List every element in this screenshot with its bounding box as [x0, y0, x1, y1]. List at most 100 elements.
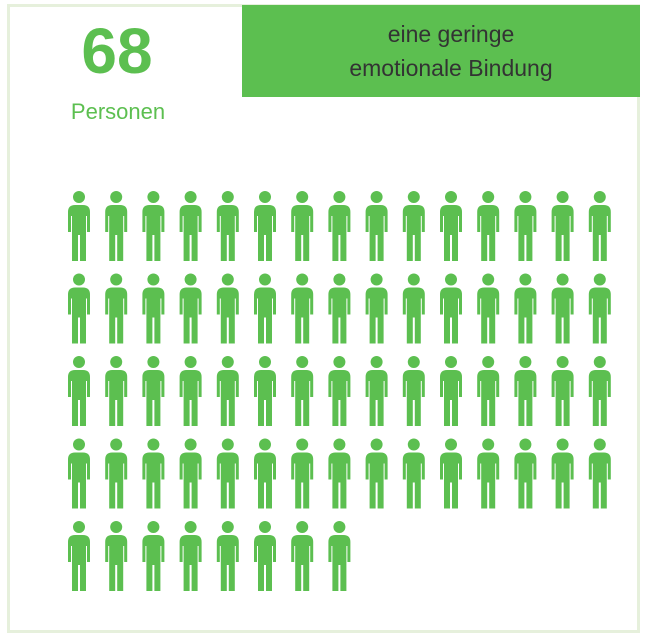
- person-icon: [179, 521, 202, 591]
- icon-body: [179, 452, 202, 509]
- icon-body: [254, 370, 276, 426]
- icon-body: [440, 287, 462, 344]
- icon-head: [110, 273, 123, 286]
- person-icon: [402, 356, 425, 426]
- icon-head: [110, 191, 123, 203]
- icon-body: [179, 287, 202, 344]
- icon-head: [556, 191, 569, 203]
- person-icon: [588, 438, 611, 509]
- person-icon: [514, 356, 537, 426]
- icon-body: [551, 287, 574, 344]
- icon-body: [291, 370, 314, 426]
- person-icon: [402, 438, 425, 509]
- icon-head: [407, 273, 420, 286]
- person-icon: [328, 273, 351, 344]
- icon-body: [440, 370, 462, 426]
- icon-head: [147, 438, 160, 451]
- icon-body: [105, 287, 128, 344]
- person-icon: [551, 273, 574, 344]
- icon-body: [142, 535, 165, 591]
- icon-head: [221, 521, 234, 533]
- icon-body: [179, 535, 202, 591]
- icon-head: [370, 191, 383, 203]
- person-icon: [68, 438, 90, 509]
- person-icon: [142, 356, 165, 426]
- person-icon: [254, 273, 276, 344]
- icon-head: [593, 273, 606, 286]
- person-icon: [105, 191, 128, 261]
- person-icon: [328, 521, 351, 591]
- icon-head: [221, 273, 234, 286]
- person-icon: [68, 273, 90, 344]
- person-icon: [365, 273, 388, 344]
- person-icon: [328, 191, 351, 261]
- person-icon: [551, 191, 574, 261]
- person-icon: [179, 273, 202, 344]
- icon-body: [142, 287, 165, 344]
- icon-head: [333, 356, 346, 368]
- person-icon: [254, 356, 276, 426]
- person-icon: [551, 356, 574, 426]
- icon-body: [254, 287, 276, 344]
- person-icon: [477, 191, 500, 261]
- person-icon: [105, 438, 128, 509]
- icon-body: [68, 287, 90, 344]
- icon-body: [328, 370, 351, 426]
- icon-head: [184, 191, 197, 203]
- person-icon: [142, 521, 165, 591]
- icon-body: [291, 287, 314, 344]
- icon-head: [296, 191, 309, 203]
- icon-body: [477, 370, 500, 426]
- icon-body: [514, 370, 537, 426]
- person-icon: [105, 273, 128, 344]
- icon-body: [142, 370, 165, 426]
- person-icon: [514, 438, 537, 509]
- person-icon: [440, 273, 462, 344]
- person-icon: [216, 191, 239, 261]
- icon-head: [593, 191, 606, 203]
- icon-body: [68, 370, 90, 426]
- icon-body: [477, 205, 500, 261]
- person-icon: [291, 356, 314, 426]
- icon-body: [68, 535, 90, 591]
- icon-body: [365, 287, 388, 344]
- person-icon: [105, 521, 128, 591]
- icon-head: [184, 273, 197, 286]
- icon-head: [73, 273, 85, 286]
- person-icon: [216, 273, 239, 344]
- icon-head: [296, 438, 309, 451]
- icon-body: [440, 452, 462, 509]
- icon-body: [68, 452, 90, 509]
- icon-body: [68, 205, 90, 261]
- person-icon: [68, 521, 90, 591]
- icon-body: [328, 452, 351, 509]
- icon-body: [291, 535, 314, 591]
- icon-head: [333, 191, 346, 203]
- header-box: [242, 5, 640, 97]
- person-icon: [365, 356, 388, 426]
- icon-head: [482, 191, 495, 203]
- icon-head: [519, 438, 532, 451]
- person-icon: [365, 191, 388, 261]
- icon-body: [105, 370, 128, 426]
- icon-body: [402, 452, 425, 509]
- person-icon: [514, 191, 537, 261]
- icon-body: [142, 452, 165, 509]
- icon-head: [445, 273, 457, 286]
- person-icon: [365, 438, 388, 509]
- icon-head: [593, 356, 606, 368]
- icon-body: [216, 205, 239, 261]
- person-icon: [179, 356, 202, 426]
- person-icon: [291, 273, 314, 344]
- icon-head: [259, 273, 271, 286]
- icon-head: [519, 356, 532, 368]
- icon-head: [73, 356, 85, 368]
- person-icon: [477, 273, 500, 344]
- icon-body: [588, 452, 611, 509]
- icon-body: [402, 205, 425, 261]
- icon-head: [445, 356, 457, 368]
- icon-body: [365, 452, 388, 509]
- icon-head: [147, 356, 160, 368]
- person-icon: [551, 438, 574, 509]
